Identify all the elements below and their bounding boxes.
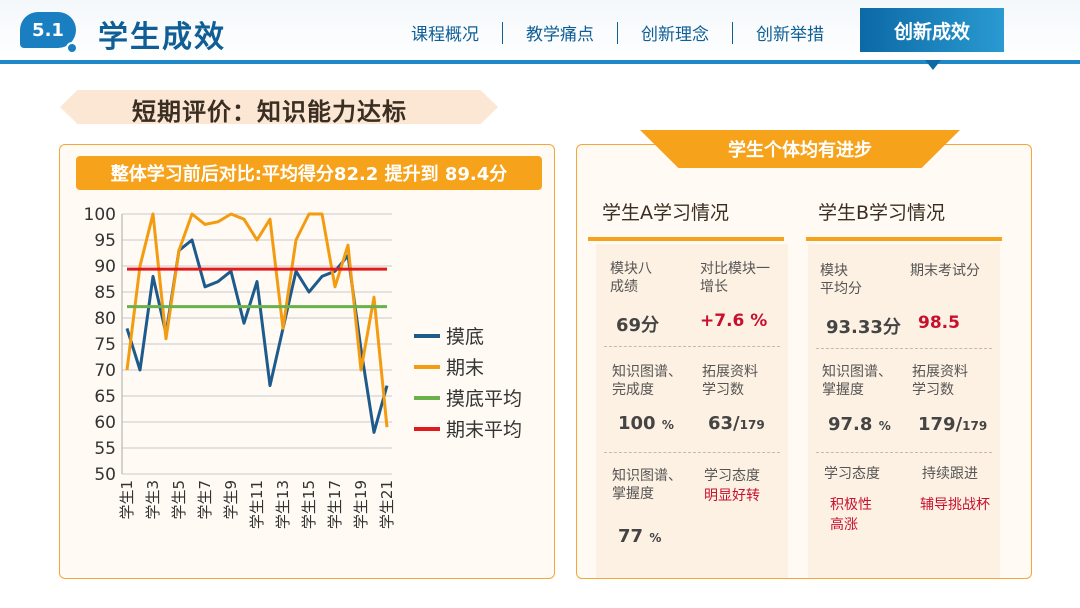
nav-divider: [732, 21, 733, 44]
value: 93.33分: [826, 317, 901, 338]
nav-item-innovation-results[interactable]: 创新成效: [860, 8, 1004, 52]
chart-banner: 整体学习前后对比:平均得分82.2 提升到 89.4分: [76, 156, 542, 190]
nav-item-teaching-pain-points[interactable]: 教学痛点: [526, 25, 594, 45]
y-tick-label: 60: [94, 413, 116, 433]
student-b-card: [808, 244, 1000, 578]
attitude-note: 高涨: [830, 517, 858, 533]
y-tick-label: 65: [94, 387, 116, 407]
x-tick-label: 学生13: [274, 480, 292, 529]
x-tick-label: 学生15: [300, 480, 318, 529]
y-tick-label: 75: [94, 335, 116, 355]
label: 学习数: [912, 382, 954, 398]
label: 期末考试分: [910, 263, 980, 279]
label: 学习态度: [824, 466, 880, 482]
student-a-card: [596, 244, 788, 578]
label: 平均分: [820, 281, 862, 297]
label: 模块: [820, 263, 848, 279]
value: 77 %: [618, 526, 662, 547]
top-nav: 课程概况 教学痛点 创新理念 创新举措: [388, 20, 847, 45]
student-b-title: 学生B学习情况: [818, 202, 946, 224]
attitude-note: 明显好转: [704, 488, 760, 504]
label: 持续跟进: [922, 466, 978, 482]
student-b-underline: [806, 237, 1002, 241]
label: 学习态度: [704, 468, 760, 484]
x-tick-label: 学生17: [326, 480, 344, 529]
individual-banner: 学生个体均有进步: [640, 130, 960, 168]
student-a-title: 学生A学习情况: [602, 202, 729, 224]
y-tick-label: 90: [94, 257, 116, 277]
followup-note: 辅导挑战杯: [920, 497, 990, 513]
section-heading-bg: [60, 90, 498, 124]
final-exam-score: 98.5: [918, 313, 960, 333]
nav-item-innovation-concept[interactable]: 创新理念: [641, 25, 709, 45]
header-line: [0, 60, 1080, 64]
label: 完成度: [612, 382, 654, 398]
y-tick-label: 85: [94, 283, 116, 303]
nav-active-pointer: [925, 60, 941, 70]
label: 成绩: [610, 279, 638, 295]
page-title: 学生成效: [98, 20, 226, 55]
attitude-note: 积极性: [830, 497, 872, 513]
divider: [604, 346, 780, 347]
label: 掌握度: [612, 486, 654, 502]
x-tick-label: 学生21: [378, 480, 396, 529]
y-tick-label: 50: [94, 465, 116, 485]
y-tick-label: 95: [94, 231, 116, 251]
divider: [816, 348, 992, 349]
x-tick-label: 学生19: [352, 480, 370, 529]
section-heading: 短期评价：知识能力达标: [132, 98, 407, 126]
x-tick-label: 学生5: [170, 480, 188, 520]
label: 掌握度: [822, 382, 864, 398]
student-a-underline: [588, 237, 784, 241]
label: 知识图谱、: [612, 364, 682, 380]
section-number-badge: 5.1: [20, 12, 76, 48]
value: 100 %: [618, 413, 674, 434]
y-tick-label: 55: [94, 439, 116, 459]
label: 拓展资料: [702, 364, 758, 380]
value: 63/179: [708, 413, 765, 434]
value: 179/179: [918, 414, 988, 435]
legend-label: 期末: [446, 357, 484, 379]
y-tick-label: 100: [84, 205, 116, 225]
label: 增长: [700, 279, 728, 295]
label: 知识图谱、: [822, 364, 892, 380]
x-tick-label: 学生1: [118, 480, 136, 520]
series-line: [125, 212, 389, 428]
label: 对比模块一: [700, 261, 770, 277]
divider: [604, 452, 780, 453]
x-tick-label: 学生7: [196, 480, 214, 520]
legend-label: 摸底平均: [446, 388, 522, 410]
label: 模块八: [610, 261, 652, 277]
x-tick-label: 学生9: [222, 480, 240, 520]
x-tick-label: 学生11: [248, 480, 266, 529]
nav-divider: [502, 21, 503, 44]
nav-divider: [617, 21, 618, 44]
legend-label: 摸底: [446, 326, 484, 348]
nav-item-course-overview[interactable]: 课程概况: [411, 25, 479, 45]
value: 97.8 %: [828, 414, 891, 435]
label: 学习数: [702, 382, 744, 398]
label: 拓展资料: [912, 364, 968, 380]
badge-dot: [66, 42, 78, 54]
value: 69分: [616, 315, 660, 336]
value-growth: +7.6 %: [700, 311, 768, 331]
label: 知识图谱、: [612, 468, 682, 484]
y-tick-label: 80: [94, 309, 116, 329]
x-tick-label: 学生3: [144, 480, 162, 520]
nav-item-innovation-measures[interactable]: 创新举措: [756, 25, 824, 45]
y-tick-label: 70: [94, 361, 116, 381]
divider: [816, 452, 992, 453]
legend-label: 期末平均: [446, 419, 522, 441]
